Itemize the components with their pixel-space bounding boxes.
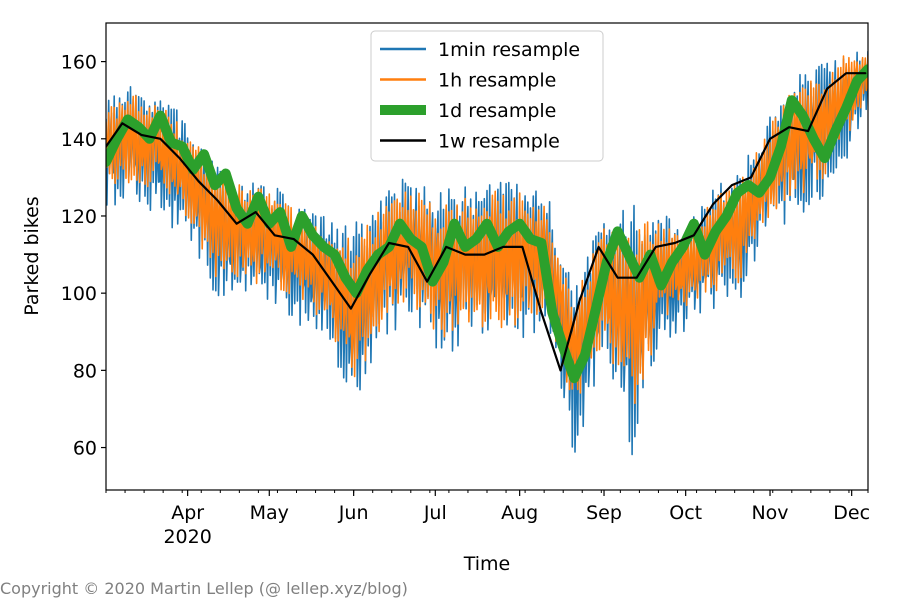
x-tick-sublabel-2020: 2020 <box>163 526 211 548</box>
y-tick-label-160: 160 <box>61 52 97 74</box>
x-tick-label-nov: Nov <box>751 502 788 524</box>
legend-label-1w-resample: 1w resample <box>438 131 560 153</box>
y-tick-label-60: 60 <box>73 438 97 460</box>
series-1w-resample <box>106 72 867 372</box>
x-tick-label-aug: Aug <box>501 502 538 524</box>
x-tick-label-sep: Sep <box>586 502 622 524</box>
y-axis-label: Parked bikes <box>21 196 43 315</box>
x-tick-label-apr: Apr <box>171 502 204 524</box>
legend-label-1h-resample: 1h resample <box>438 70 556 92</box>
legend-label-1d-resample: 1d resample <box>438 100 556 122</box>
x-tick-label-may: May <box>250 502 289 524</box>
y-tick-label-120: 120 <box>61 206 97 228</box>
x-tick-label-jul: Jul <box>423 502 447 524</box>
y-tick-label-100: 100 <box>61 283 97 305</box>
series-1d-resample <box>106 64 868 384</box>
legend-label-1min-resample: 1min resample <box>438 39 580 61</box>
y-axis: 60 80 100 120 140 160 <box>61 52 106 460</box>
x-tick-label-jun: Jun <box>338 502 369 524</box>
legend-box <box>370 30 604 162</box>
legend: 1min resample 1h resample 1d resample 1w re… <box>370 30 604 162</box>
x-axis-label: Time <box>463 553 511 575</box>
y-tick-label-80: 80 <box>73 360 97 382</box>
x-tick-label-oct: Oct <box>669 502 702 524</box>
y-tick-label-140: 140 <box>61 129 97 151</box>
x-tick-label-dec: Dec <box>833 502 870 524</box>
copyright-watermark: Copyright © 2020 Martin Lellep (@ lellep… <box>0 579 408 598</box>
plot-area <box>106 51 868 456</box>
